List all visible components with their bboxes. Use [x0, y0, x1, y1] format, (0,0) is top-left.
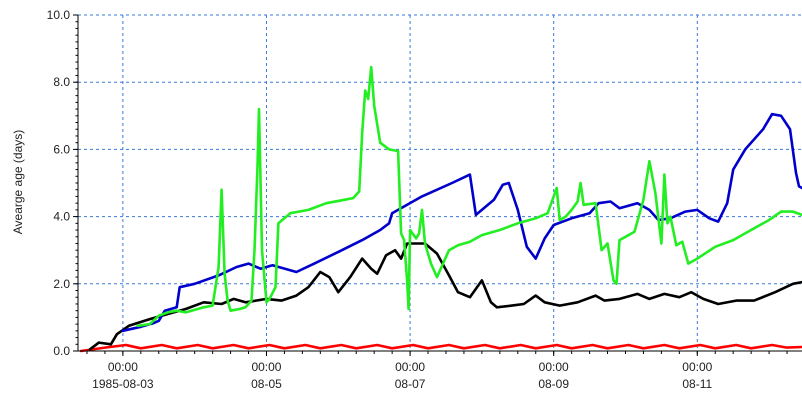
series-line-2	[88, 242, 802, 351]
y-axis-title: Avearge age (days)	[11, 130, 25, 235]
series-line-3	[121, 112, 802, 333]
series-layer	[79, 65, 802, 353]
x-tick-date-label: 08-09	[538, 377, 569, 391]
tick-labels: 0.0 2.0 4.0 6.0 8.0 10.0 00:00 1985-08-03 00:00 0…	[47, 8, 713, 391]
y-tick-label: 2.0	[53, 277, 70, 291]
x-tick-time-label: 00:00	[108, 360, 138, 374]
x-tick-time-label: 00:00	[395, 360, 425, 374]
series-line-4	[136, 65, 802, 328]
x-tick-date-label: 08-07	[395, 377, 426, 391]
y-tick-label: 6.0	[53, 142, 70, 156]
x-tick-time-label: 00:00	[539, 360, 569, 374]
x-tick-time-label: 00:00	[251, 360, 281, 374]
y-tick-label: 10.0	[47, 8, 71, 22]
y-tick-label: 0.0	[53, 344, 70, 358]
x-tick-date-label: 08-11	[682, 377, 712, 391]
y-tick-label: 8.0	[53, 75, 70, 89]
axes	[73, 14, 802, 356]
x-tick-time-label: 00:00	[682, 360, 712, 374]
series-line-1	[79, 343, 802, 353]
x-tick-date-label: 1985-08-03	[92, 377, 154, 391]
y-tick-label: 4.0	[53, 210, 70, 224]
grid-lines	[78, 14, 802, 351]
x-tick-date-label: 08-05	[251, 377, 282, 391]
